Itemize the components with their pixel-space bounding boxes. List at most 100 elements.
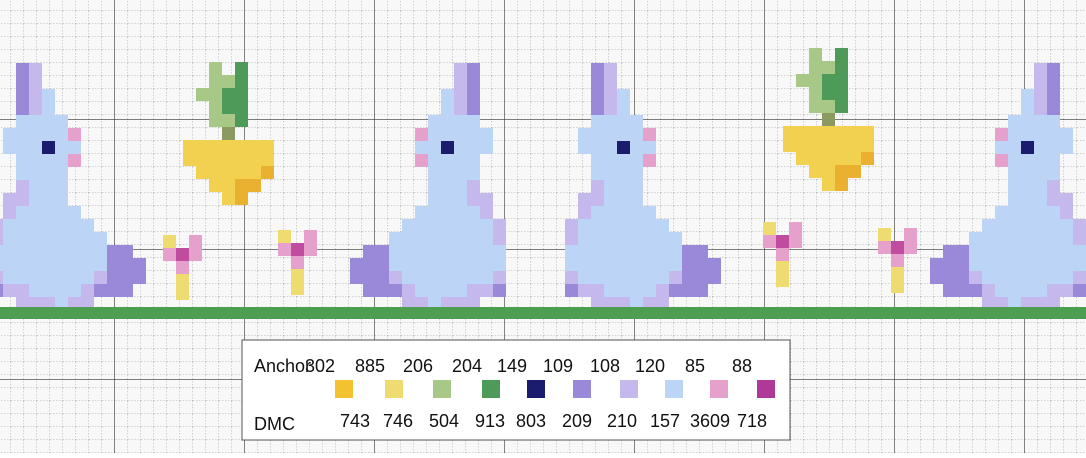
stitch [835, 139, 848, 152]
stitch [643, 128, 656, 141]
stitch [643, 141, 656, 154]
color-swatch [482, 380, 500, 398]
stitch [956, 271, 969, 284]
stitch [163, 235, 176, 248]
stitch [630, 245, 643, 258]
stitch [55, 115, 68, 128]
stitch [209, 62, 222, 75]
stitch [55, 154, 68, 167]
stitch [591, 271, 604, 284]
stitch [835, 152, 848, 165]
stitch [350, 258, 363, 271]
stitch [643, 219, 656, 232]
stitch [248, 140, 261, 153]
stitch [617, 206, 630, 219]
stitch [68, 206, 81, 219]
color-swatch [335, 380, 353, 398]
stitch [1047, 115, 1060, 128]
stitch [480, 232, 493, 245]
dmc-code: 743 [340, 411, 370, 431]
stitch [617, 89, 630, 102]
stitch [42, 245, 55, 258]
stitch [643, 245, 656, 258]
stitch [617, 258, 630, 271]
stitch [81, 271, 94, 284]
stitch [16, 206, 29, 219]
stitch [16, 63, 29, 76]
stitch [656, 271, 669, 284]
stitch [222, 101, 235, 114]
stitch [1034, 193, 1047, 206]
stitch [776, 248, 789, 261]
stitch [695, 245, 708, 258]
stitch [656, 258, 669, 271]
dmc-code: 3609 [690, 411, 730, 431]
stitch [891, 280, 904, 293]
flower [878, 228, 917, 293]
stitch [428, 128, 441, 141]
stitch [16, 180, 29, 193]
stitch [1021, 245, 1034, 258]
stitch [55, 128, 68, 141]
stitch [29, 284, 42, 297]
stitch [3, 193, 16, 206]
stitch [467, 219, 480, 232]
stitch [1047, 89, 1060, 102]
stitch [42, 206, 55, 219]
stitch [565, 258, 578, 271]
stitch [1034, 284, 1047, 297]
stitch [1021, 219, 1034, 232]
stitch [0, 284, 3, 297]
stitch [1034, 232, 1047, 245]
stitch [656, 297, 669, 310]
stitch [1008, 154, 1021, 167]
stitch [565, 284, 578, 297]
stitch [55, 193, 68, 206]
stitch [578, 206, 591, 219]
stitch [604, 102, 617, 115]
stitch [643, 297, 656, 310]
stitch [441, 284, 454, 297]
grass-line [0, 307, 1086, 319]
stitch [428, 167, 441, 180]
stitch [55, 206, 68, 219]
stitch [809, 74, 822, 87]
stitch [196, 88, 209, 101]
stitch [222, 127, 235, 140]
stitch [1021, 141, 1034, 154]
stitch [1047, 63, 1060, 76]
color-swatch [710, 380, 728, 398]
stitch [643, 232, 656, 245]
stitch [891, 267, 904, 280]
stitch [1034, 271, 1047, 284]
stitch [1008, 206, 1021, 219]
stitch [1034, 102, 1047, 115]
stitch [956, 284, 969, 297]
stitch [943, 258, 956, 271]
flower [763, 222, 802, 287]
stitch [376, 245, 389, 258]
stitch [617, 297, 630, 310]
stitch [441, 297, 454, 310]
stitch [42, 284, 55, 297]
stitch [248, 153, 261, 166]
stitch [16, 232, 29, 245]
stitch [1021, 271, 1034, 284]
stitch-art [0, 48, 1086, 310]
stitch [454, 89, 467, 102]
stitch [55, 232, 68, 245]
stitch [428, 245, 441, 258]
stitch [1034, 180, 1047, 193]
stitch [68, 284, 81, 297]
stitch [42, 297, 55, 310]
stitch [604, 232, 617, 245]
stitch [578, 258, 591, 271]
stitch [591, 115, 604, 128]
stitch [454, 193, 467, 206]
stitch [591, 193, 604, 206]
stitch [822, 126, 835, 139]
stitch [480, 128, 493, 141]
stitch [630, 141, 643, 154]
stitch [42, 102, 55, 115]
stitch [81, 258, 94, 271]
